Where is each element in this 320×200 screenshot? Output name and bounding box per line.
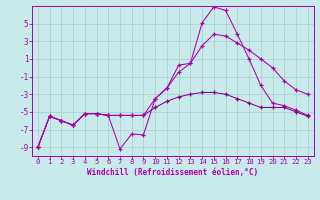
X-axis label: Windchill (Refroidissement éolien,°C): Windchill (Refroidissement éolien,°C) [87,168,258,177]
